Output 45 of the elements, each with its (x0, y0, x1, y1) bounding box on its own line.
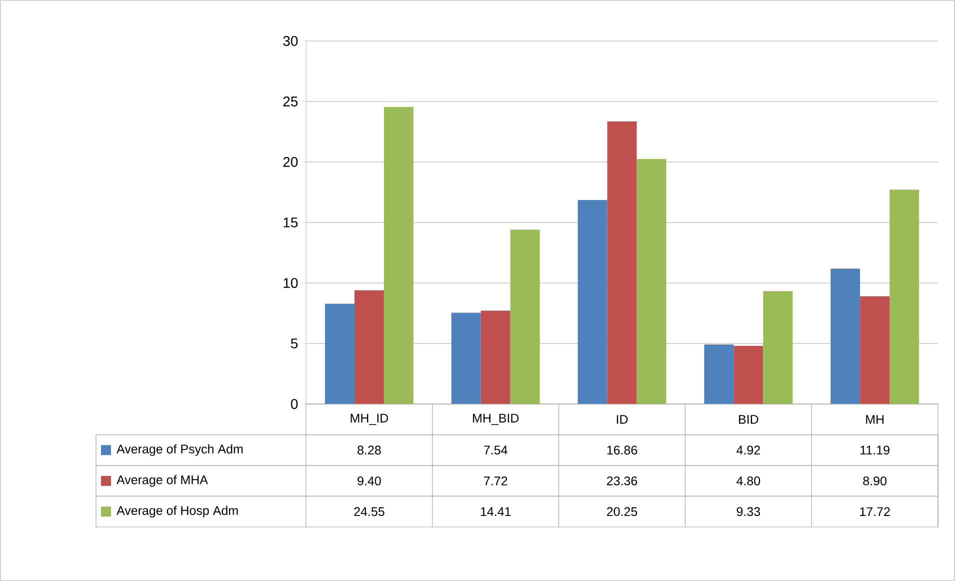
y-tick-label: 25 (283, 96, 298, 106)
data-label: 7.54 (484, 446, 508, 454)
bar (890, 190, 920, 404)
bar (734, 346, 764, 404)
y-tick-label: 15 (284, 218, 298, 228)
data-label: 9.33 (736, 507, 760, 516)
bar (578, 200, 608, 404)
data-label: 11.19 (860, 446, 890, 455)
bar (763, 291, 793, 404)
data-label: 17.72 (860, 507, 890, 516)
data-label: 23.36 (606, 476, 638, 486)
bar (704, 344, 734, 404)
bar (354, 290, 384, 404)
y-tick-label: 30 (283, 36, 298, 46)
data-label: 20.25 (606, 507, 638, 516)
y-tick-label: 0 (290, 399, 298, 409)
data-label: 16.86 (607, 446, 638, 455)
data-label: 8.28 (358, 446, 381, 455)
bar (860, 296, 890, 404)
data-label: 4.92 (736, 446, 760, 455)
y-tick-label: 5 (290, 338, 298, 348)
x-tick-label: MH_BID (473, 414, 519, 425)
legend-label: Average of Hosp Adm (116, 506, 238, 518)
bar (480, 310, 510, 404)
legend-label: Average of MHA (116, 475, 208, 487)
bar (830, 268, 860, 404)
bar (510, 230, 540, 404)
y-tick-label: 10 (284, 278, 298, 288)
bar (636, 158, 666, 404)
y-tick-label: 20 (283, 157, 298, 167)
x-tick-label: BID (739, 415, 758, 424)
bar (324, 304, 354, 404)
bar (607, 121, 637, 404)
data-label: 7.72 (484, 476, 508, 486)
x-tick-label: ID (616, 415, 628, 424)
legend-label: Average of Psych Adm (116, 444, 243, 456)
data-label: 14.41 (480, 507, 511, 516)
bar (384, 106, 414, 404)
x-tick-label: MH_ID (350, 414, 388, 425)
data-label: 4.80 (736, 476, 760, 486)
x-tick-label: MH (866, 415, 884, 424)
bar (451, 312, 481, 404)
data-label: 24.55 (354, 507, 384, 516)
data-label: 9.40 (358, 476, 381, 486)
data-label: 8.90 (863, 476, 886, 486)
